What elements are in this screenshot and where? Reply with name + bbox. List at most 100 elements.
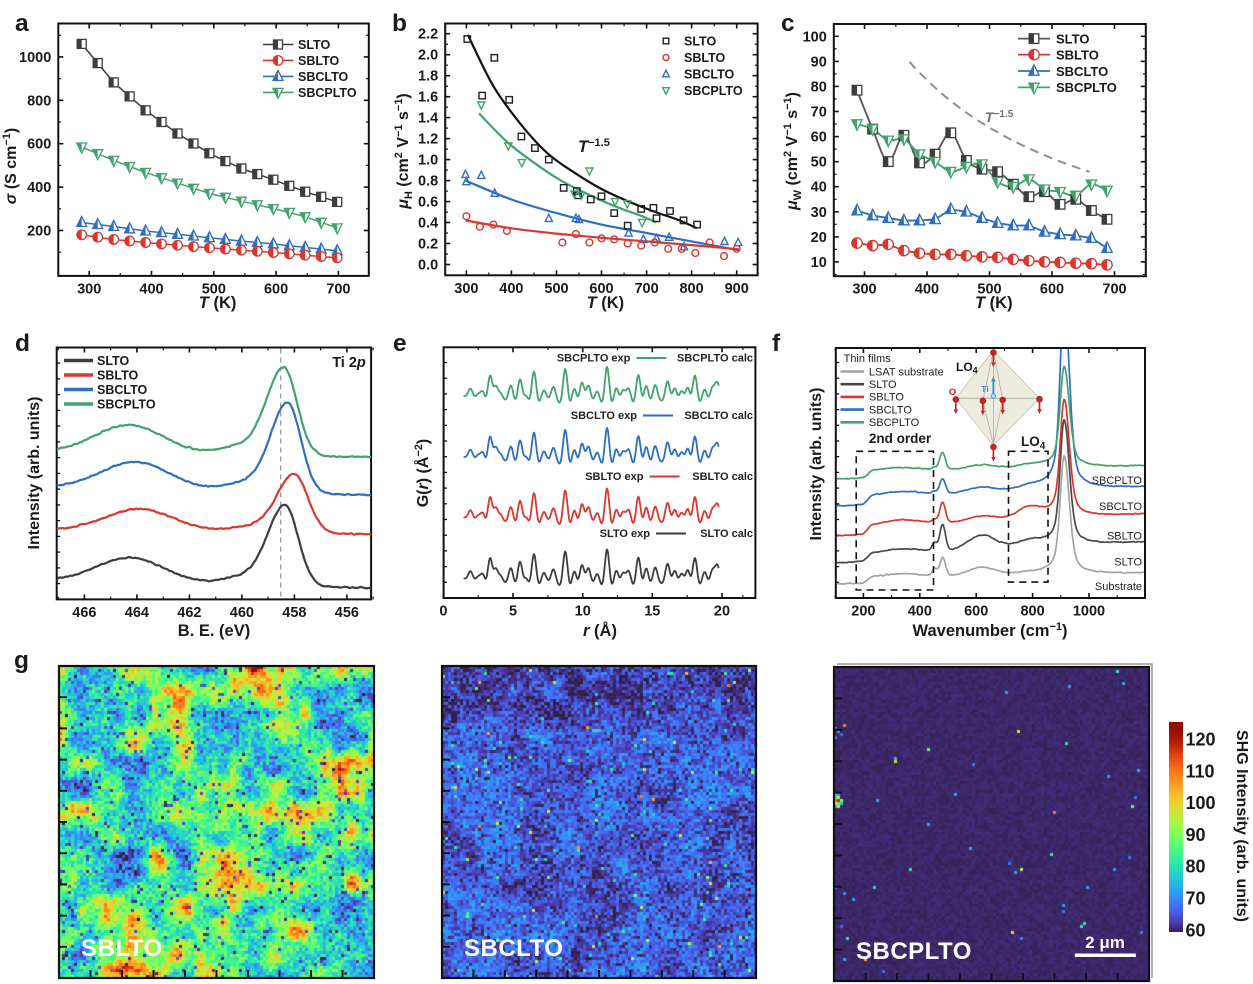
svg-text:SBLTO: SBLTO xyxy=(869,392,904,404)
svg-text:SBLTO: SBLTO xyxy=(1107,531,1142,543)
svg-text:60: 60 xyxy=(811,130,827,146)
svg-text:400: 400 xyxy=(27,180,51,196)
svg-text:SLTO: SLTO xyxy=(684,35,716,49)
svg-text:80: 80 xyxy=(811,79,827,95)
svg-text:T−1.5: T−1.5 xyxy=(578,137,610,156)
svg-text:10: 10 xyxy=(811,255,827,271)
svg-text:SLTO: SLTO xyxy=(869,379,897,391)
svg-text:2nd order: 2nd order xyxy=(869,431,932,446)
svg-text:SBCLTO: SBCLTO xyxy=(1056,64,1108,79)
svg-text:c: c xyxy=(781,10,795,37)
svg-text:200: 200 xyxy=(27,224,51,240)
svg-text:SBCLTO exp: SBCLTO exp xyxy=(571,410,637,422)
svg-text:700: 700 xyxy=(326,281,350,297)
svg-text:SBLTO: SBLTO xyxy=(1056,47,1099,62)
svg-text:Wavenumber (cm−1): Wavenumber (cm−1) xyxy=(913,621,1068,640)
svg-text:460: 460 xyxy=(230,605,254,621)
svg-text:Substrate: Substrate xyxy=(1095,581,1142,593)
svg-text:T−1.5: T−1.5 xyxy=(985,109,1014,125)
svg-text:500: 500 xyxy=(977,282,1001,298)
svg-text:SBLTO: SBLTO xyxy=(684,51,725,65)
svg-text:SLTO: SLTO xyxy=(97,354,129,368)
svg-text:0.2: 0.2 xyxy=(418,237,438,253)
svg-text:f: f xyxy=(772,330,781,357)
svg-text:LO4: LO4 xyxy=(1021,434,1046,452)
svg-text:300: 300 xyxy=(852,282,876,298)
svg-text:SBCPLTO: SBCPLTO xyxy=(1092,475,1143,487)
svg-text:SBCPLTO: SBCPLTO xyxy=(869,417,920,429)
svg-text:0.4: 0.4 xyxy=(418,216,438,232)
svg-text:2.0: 2.0 xyxy=(418,48,438,64)
svg-text:SBLTO: SBLTO xyxy=(298,54,339,68)
svg-text:700: 700 xyxy=(1102,282,1126,298)
svg-text:100: 100 xyxy=(1186,793,1216,813)
svg-text:90: 90 xyxy=(811,54,827,70)
svg-text:30: 30 xyxy=(811,205,827,221)
svg-text:2 μm: 2 μm xyxy=(1085,933,1125,952)
svg-text:90: 90 xyxy=(1186,825,1206,845)
svg-text:O: O xyxy=(949,387,956,398)
svg-text:40: 40 xyxy=(811,180,827,196)
svg-text:b: b xyxy=(392,10,407,37)
svg-text:Ti 2p: Ti 2p xyxy=(332,355,366,371)
svg-text:600: 600 xyxy=(964,604,988,620)
svg-text:SLTO: SLTO xyxy=(298,38,330,52)
svg-text:SBCLTO: SBCLTO xyxy=(684,68,735,82)
svg-text:SBLTO: SBLTO xyxy=(97,369,138,383)
svg-text:1.6: 1.6 xyxy=(418,90,438,106)
svg-text:400: 400 xyxy=(139,281,163,297)
svg-text:SBCLTO: SBCLTO xyxy=(1099,501,1142,513)
svg-text:T (K): T (K) xyxy=(975,294,1013,312)
svg-text:T (K): T (K) xyxy=(587,294,625,312)
svg-text:20: 20 xyxy=(714,604,730,620)
svg-text:464: 464 xyxy=(125,605,149,621)
svg-text:5: 5 xyxy=(509,604,517,620)
svg-text:SBCLTO: SBCLTO xyxy=(298,70,349,84)
svg-text:15: 15 xyxy=(644,604,660,620)
svg-text:G(r) (Å−2): G(r) (Å−2) xyxy=(413,439,432,508)
svg-text:Intensity (arb. units): Intensity (arb. units) xyxy=(808,388,825,541)
svg-text:SBLTO calc: SBLTO calc xyxy=(692,471,753,483)
svg-text:1.8: 1.8 xyxy=(418,69,438,85)
svg-text:T (K): T (K) xyxy=(199,294,237,312)
svg-text:σ (S cm−1): σ (S cm−1) xyxy=(1,128,20,205)
svg-text:600: 600 xyxy=(27,137,51,153)
svg-text:SBCPLTO exp: SBCPLTO exp xyxy=(557,353,631,365)
svg-text:LSAT substrate: LSAT substrate xyxy=(869,366,944,378)
svg-text:10: 10 xyxy=(575,604,591,620)
svg-text:Thin films: Thin films xyxy=(844,353,892,365)
svg-text:g: g xyxy=(14,647,29,674)
svg-text:SBCPLTO: SBCPLTO xyxy=(97,398,156,412)
svg-text:a: a xyxy=(15,10,29,37)
svg-text:700: 700 xyxy=(634,281,658,297)
svg-text:1000: 1000 xyxy=(1073,604,1105,620)
svg-text:600: 600 xyxy=(1040,282,1064,298)
svg-text:300: 300 xyxy=(77,281,101,297)
svg-text:SLTO: SLTO xyxy=(1114,557,1142,569)
svg-text:1000: 1000 xyxy=(19,50,51,66)
svg-text:456: 456 xyxy=(335,605,359,621)
svg-text:Intensity (arb. units): Intensity (arb. units) xyxy=(26,397,43,550)
svg-text:r (Å): r (Å) xyxy=(583,621,617,640)
svg-text:60: 60 xyxy=(1186,920,1206,940)
svg-text:400: 400 xyxy=(499,281,523,297)
svg-text:SBLTO: SBLTO xyxy=(81,935,163,962)
svg-text:600: 600 xyxy=(589,281,613,297)
svg-text:500: 500 xyxy=(544,281,568,297)
svg-text:900: 900 xyxy=(725,281,749,297)
svg-text:SHG Intensity (arb. units): SHG Intensity (arb. units) xyxy=(1233,730,1250,922)
svg-text:SLTO: SLTO xyxy=(1056,31,1089,46)
svg-text:500: 500 xyxy=(202,281,226,297)
svg-text:SBCPLTO calc: SBCPLTO calc xyxy=(677,353,753,365)
svg-text:400: 400 xyxy=(908,604,932,620)
svg-text:70: 70 xyxy=(1186,889,1206,909)
svg-text:100: 100 xyxy=(803,29,827,45)
svg-text:800: 800 xyxy=(679,281,703,297)
svg-text:μW (cm2 V−1 s−1): μW (cm2 V−1 s−1) xyxy=(782,92,804,211)
svg-text:20: 20 xyxy=(811,230,827,246)
svg-text:110: 110 xyxy=(1186,761,1215,781)
svg-text:800: 800 xyxy=(1020,604,1044,620)
svg-text:0.6: 0.6 xyxy=(418,195,438,211)
svg-text:2.2: 2.2 xyxy=(418,27,438,43)
svg-text:SBCLTO: SBCLTO xyxy=(869,404,912,416)
